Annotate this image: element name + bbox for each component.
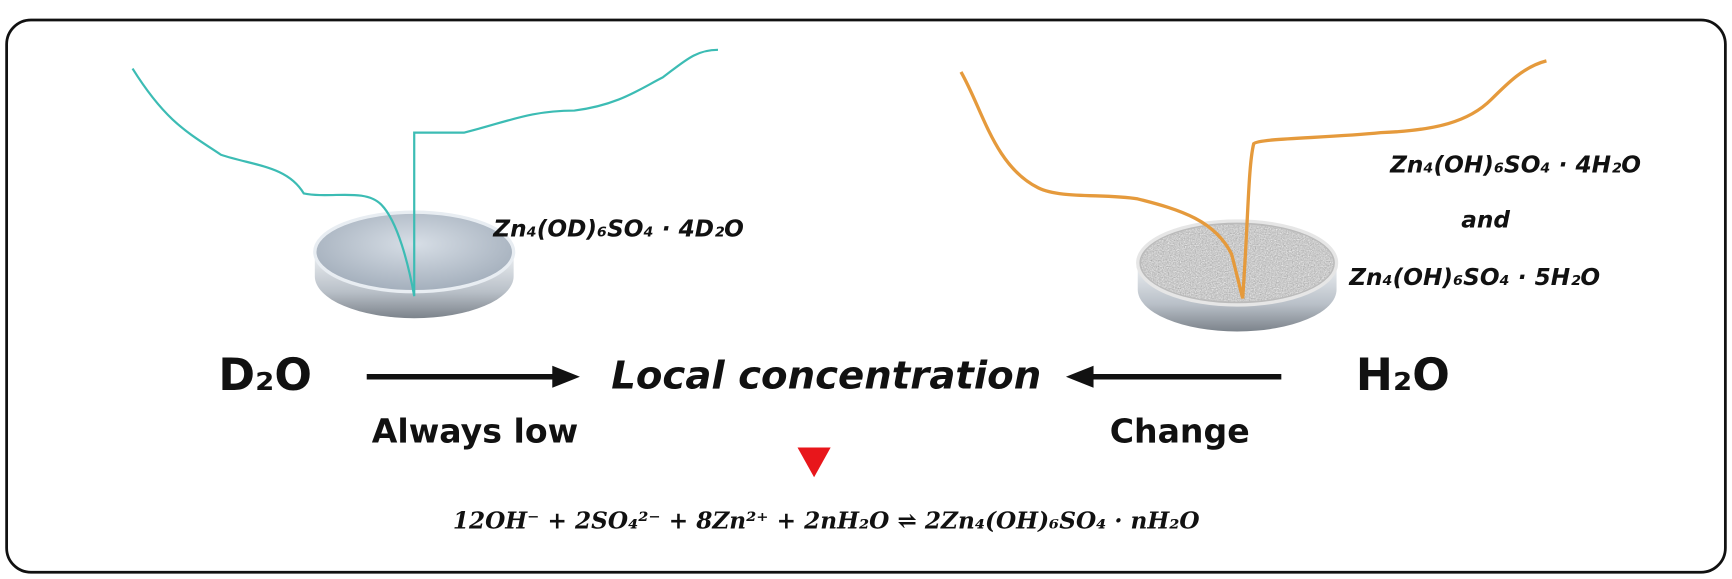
right-electrode: [1136, 219, 1339, 332]
arrow-label: Always low: [372, 412, 578, 451]
left-arrow: [366, 365, 580, 388]
connector-label: and: [1461, 207, 1510, 234]
product-label: Zn₄(OH)₆SO₄ · 5H₂O: [1348, 264, 1600, 291]
right-curve: [959, 59, 1547, 299]
arrow-label: Change: [1110, 412, 1250, 451]
solvent-label: D₂O: [218, 350, 312, 401]
left-curve: [131, 48, 718, 297]
right-arrow: [1065, 365, 1282, 388]
solvent-label: H₂O: [1356, 350, 1450, 401]
product-label: Zn₄(OD)₆SO₄ · 4D₂O: [492, 215, 744, 242]
frame: [5, 18, 1727, 574]
product-label: Zn₄(OH)₆SO₄ · 4H₂O: [1389, 151, 1641, 178]
equation: 12OH⁻ + 2SO₄²⁻ + 8Zn²⁺ + 2nH₂O ⇌ 2Zn₄(OH…: [453, 508, 1200, 535]
down-marker: [797, 447, 831, 478]
center-label: Local concentration: [611, 353, 1041, 398]
